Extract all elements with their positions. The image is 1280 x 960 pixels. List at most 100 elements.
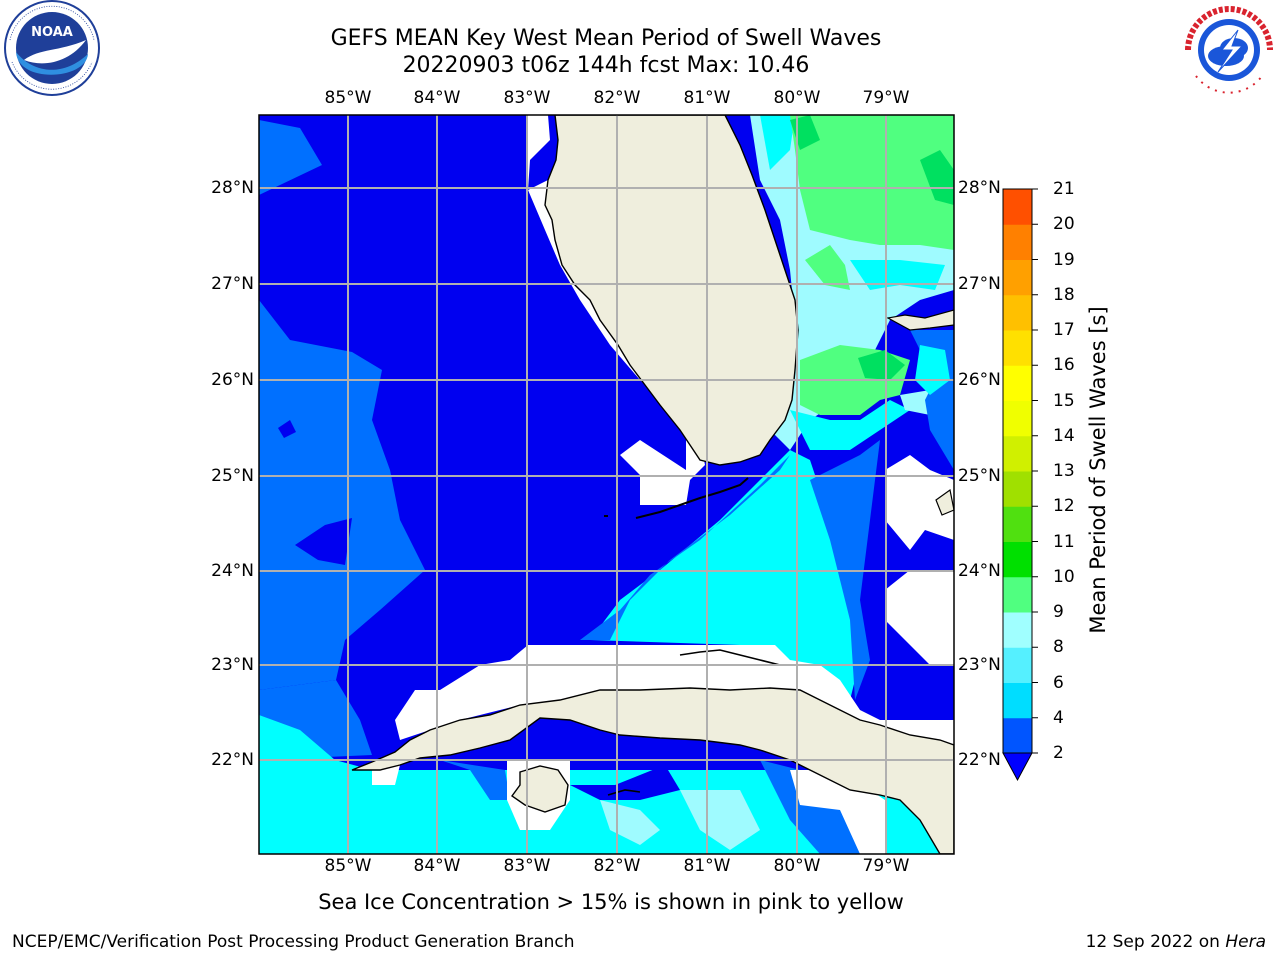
colorbar-tick-label: 12 — [1053, 496, 1075, 517]
credit-left: NCEP/EMC/Verification Post Processing Pr… — [12, 932, 575, 952]
ocean-mid-west-2 — [259, 300, 425, 690]
gridlines — [259, 115, 954, 854]
colorbar-band — [1003, 682, 1032, 719]
lon-label-top: 81°W — [683, 88, 731, 108]
lat-label-right: 24°N — [958, 561, 1001, 581]
ocean-light-south — [600, 800, 660, 845]
ocean-deep-pocket — [295, 518, 352, 565]
ocean-cyan-mid — [850, 260, 945, 290]
lat-label-left: 22°N — [211, 750, 254, 770]
no-data-region — [885, 455, 954, 550]
colorbar-band — [1003, 612, 1032, 648]
florida-land — [544, 115, 799, 466]
cuba-north-keys — [679, 649, 781, 666]
ocean-cyan-sw — [259, 715, 372, 780]
chart-subtitle: 20220903 t06z 144h fcst Max: 10.46 — [402, 53, 810, 78]
colorbar-tick-label: 19 — [1053, 249, 1075, 270]
ocean-green-ne — [790, 115, 954, 250]
colorbar-tick-label: 9 — [1053, 602, 1064, 622]
lat-label-left: 25°N — [211, 466, 254, 486]
ocean-mid-west — [259, 120, 322, 195]
florida-keys — [635, 477, 749, 519]
colorbar-tick-label: 20 — [1053, 214, 1075, 235]
colorbar-tick-label: 6 — [1053, 672, 1064, 693]
credit-host: Hera — [1225, 932, 1266, 952]
colorbar-band — [1003, 224, 1032, 260]
credit-right: 12 Sep 2022 on Hera — [1086, 932, 1266, 952]
ocean-bright-green-lower — [858, 350, 905, 380]
lon-label-bottom: 85°W — [324, 856, 372, 876]
lon-label-top: 79°W — [862, 88, 910, 108]
colorbar-band — [1003, 435, 1032, 472]
colorbar-tick-label: 14 — [1053, 425, 1075, 446]
lat-label-right: 26°N — [958, 370, 1001, 390]
colorbar-tick-label: 17 — [1053, 320, 1075, 340]
no-data-region — [528, 115, 550, 190]
credit-date: 12 Sep 2022 on — [1085, 932, 1226, 952]
cuba-land — [351, 687, 954, 854]
ocean-cyan-bahamas — [915, 345, 950, 395]
lat-label-left: 23°N — [211, 655, 254, 675]
colorbar-tick-label: 15 — [1053, 390, 1075, 411]
lat-label-right: 28°N — [958, 178, 1001, 198]
lon-label-bottom: 84°W — [413, 856, 461, 876]
lon-label-bottom: 81°W — [683, 856, 731, 876]
colorbar-band — [1003, 400, 1032, 437]
ocean-light-south-2 — [680, 790, 760, 850]
bahamas-island — [935, 488, 954, 516]
colorbar-tick-label: 11 — [1053, 531, 1075, 552]
lat-label-left: 27°N — [211, 274, 254, 294]
colorbar-tick-label: 4 — [1053, 707, 1064, 728]
lat-label-right: 22°N — [958, 750, 1001, 770]
colorbar-tick-label: 21 — [1053, 179, 1075, 199]
colorbar-band — [1003, 717, 1032, 754]
lat-label-right: 27°N — [958, 274, 1001, 294]
colorbar-band — [1003, 294, 1032, 331]
colorbar-band — [1003, 365, 1032, 401]
ocean-cyan-lower — [790, 400, 910, 450]
colorbar-tick-label: 16 — [1053, 355, 1075, 376]
bahamas-land — [886, 309, 954, 331]
ocean-cyan-east — [760, 115, 795, 170]
colorbar-band — [1003, 576, 1032, 613]
lon-label-top: 85°W — [324, 88, 372, 108]
ocean-green-mid — [805, 245, 850, 290]
colorbar-band — [1003, 189, 1032, 225]
lon-label-bottom: 80°W — [773, 856, 821, 876]
ocean-cyan-straits — [590, 450, 860, 700]
colorbar-tick-label: 8 — [1053, 637, 1064, 658]
colorbar-tick-label: 18 — [1053, 284, 1075, 305]
cuba-south-keys — [607, 789, 641, 796]
ocean-mid-south-2 — [440, 760, 510, 800]
svg-text:NOAA: NOAA — [31, 25, 73, 40]
colorbar-band — [1003, 330, 1032, 366]
colorbar-band — [1003, 471, 1032, 507]
footnote: Sea Ice Concentration > 15% is shown in … — [318, 890, 904, 914]
colorbar-extend-triangle — [1002, 752, 1033, 782]
lon-label-top: 82°W — [593, 88, 641, 108]
colorbar-band — [1003, 259, 1032, 296]
lat-label-left: 24°N — [211, 561, 254, 581]
no-data-region — [395, 645, 954, 760]
noaa-logo-icon: NOAA — [4, 0, 100, 96]
lon-label-bottom: 79°W — [862, 856, 910, 876]
colorbar-band — [1003, 541, 1032, 578]
lat-label-right: 25°N — [958, 466, 1001, 486]
chart-title: GEFS MEAN Key West Mean Period of Swell … — [330, 26, 882, 51]
colorbar-tick-label: 10 — [1053, 566, 1075, 587]
ocean-deep-dot — [278, 420, 296, 438]
lat-label-left: 28°N — [211, 178, 254, 198]
lat-label-left: 26°N — [211, 370, 254, 390]
map-frame — [258, 114, 955, 855]
lon-label-bottom: 83°W — [503, 856, 551, 876]
colorbar-label: Mean Period of Swell Waves [s] — [1086, 306, 1110, 634]
lon-label-top: 83°W — [503, 88, 551, 108]
colorbar-band — [1003, 647, 1032, 683]
colorbar-tick-label: 13 — [1053, 461, 1075, 481]
ocean-deep-south — [570, 765, 680, 800]
no-data-region — [885, 570, 954, 665]
nws-logo-icon — [1183, 4, 1275, 96]
colorbar-tick-label: 2 — [1053, 743, 1064, 763]
